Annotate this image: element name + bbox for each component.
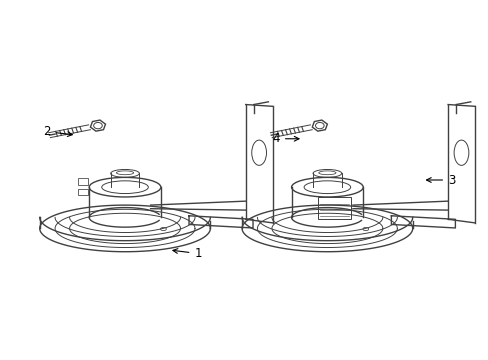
Text: 1: 1: [173, 247, 202, 260]
Text: 3: 3: [426, 174, 454, 186]
Text: 4: 4: [272, 132, 298, 145]
Text: 2: 2: [43, 125, 72, 138]
